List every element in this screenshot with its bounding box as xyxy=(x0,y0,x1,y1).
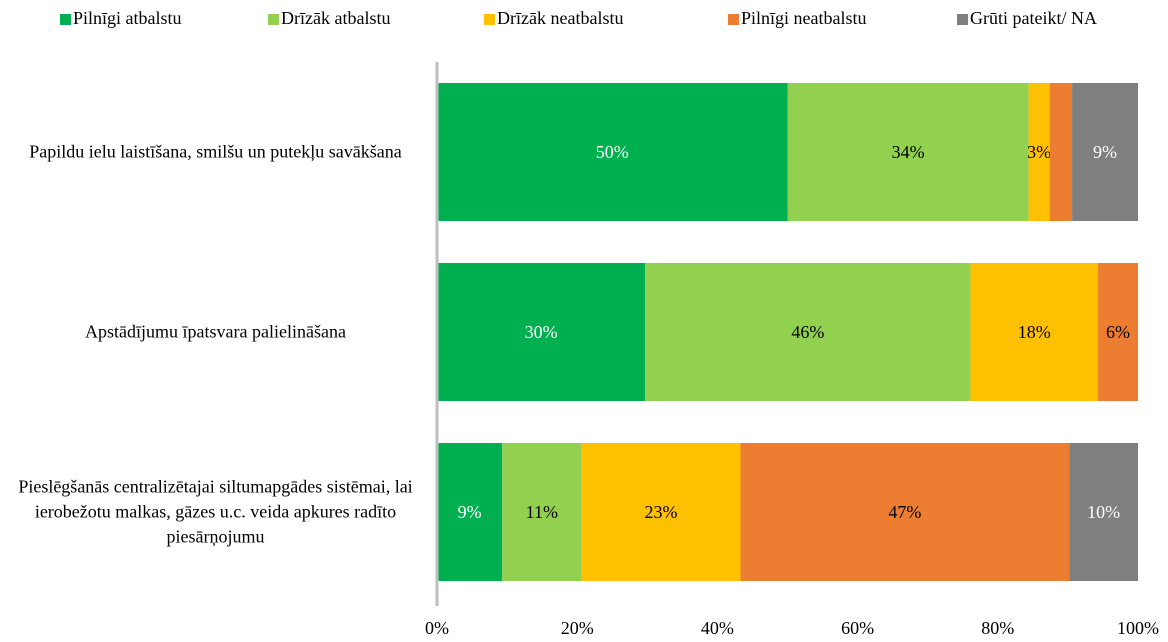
bar-segment xyxy=(1049,83,1073,221)
bar-segment xyxy=(581,443,741,581)
data-label: 11% xyxy=(526,502,558,522)
legend-swatch xyxy=(957,14,968,25)
data-label: 9% xyxy=(1093,142,1117,162)
bar-segment xyxy=(437,263,646,401)
data-label: 23% xyxy=(644,502,677,522)
bar-segment xyxy=(787,83,1029,221)
bar-segment xyxy=(1028,83,1050,221)
bar-segment xyxy=(437,83,788,221)
data-label: 30% xyxy=(525,322,558,342)
data-label: 10% xyxy=(1087,502,1120,522)
data-label: 50% xyxy=(596,142,629,162)
legend-label: Pilnīgi neatbalstu xyxy=(741,8,867,28)
legend-label: Grūti pateikt/ NA xyxy=(970,8,1097,28)
data-label: 18% xyxy=(1018,322,1051,342)
bar-segment xyxy=(1069,443,1138,581)
bar-segment xyxy=(437,443,503,581)
bar-segment xyxy=(1098,263,1138,401)
data-label: 6% xyxy=(1106,322,1130,342)
x-tick-label: 0% xyxy=(425,618,449,638)
legend-swatch xyxy=(484,14,495,25)
x-tick-label: 100% xyxy=(1117,618,1159,638)
bar-segment xyxy=(740,443,1070,581)
category-label: Pieslēgšanās centralizētajai siltumapgād… xyxy=(18,476,413,547)
bar-segment xyxy=(502,443,582,581)
data-label: 47% xyxy=(888,502,921,522)
x-tick-label: 20% xyxy=(561,618,594,638)
legend-swatch xyxy=(728,14,739,25)
bar-segment xyxy=(970,263,1099,401)
x-tick-label: 80% xyxy=(981,618,1014,638)
x-tick-label: 40% xyxy=(701,618,734,638)
bar-segment xyxy=(1072,83,1138,221)
data-label: 46% xyxy=(791,322,824,342)
legend-swatch xyxy=(268,14,279,25)
legend-label: Pilnīgi atbalstu xyxy=(73,8,182,28)
data-label: 9% xyxy=(458,502,482,522)
legend-label: Drīzāk atbalstu xyxy=(281,8,390,28)
category-label: Papildu ielu laistīšana, smilšu un putek… xyxy=(29,141,402,162)
bar-segment xyxy=(645,263,971,401)
category-label: Apstādījumu īpatsvara palielināšana xyxy=(85,321,346,342)
data-label: 34% xyxy=(892,142,925,162)
data-label: 3% xyxy=(1027,142,1051,162)
legend-swatch xyxy=(60,14,71,25)
legend-label: Drīzāk neatbalstu xyxy=(497,8,623,28)
x-tick-label: 60% xyxy=(841,618,874,638)
